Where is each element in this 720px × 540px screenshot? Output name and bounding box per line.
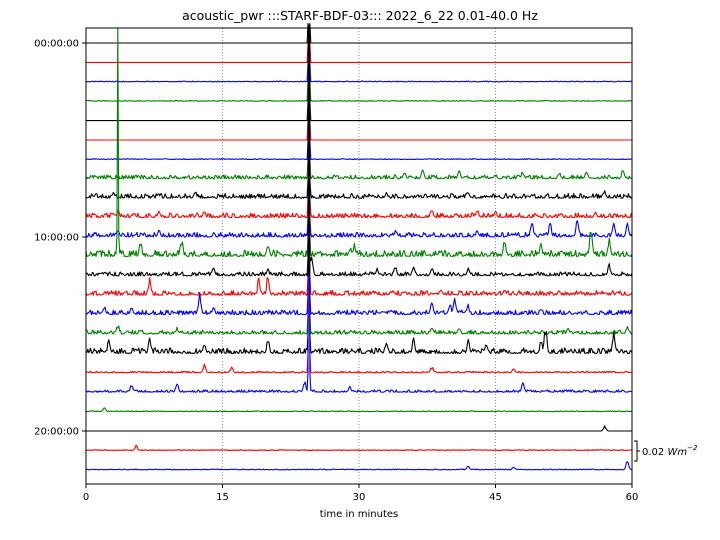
scale-bar-value: 0.02 bbox=[642, 447, 664, 458]
trace-hour-14 bbox=[85, 27, 633, 316]
x-axis-label: time in minutes bbox=[320, 509, 399, 520]
trace-hour-2 bbox=[86, 27, 633, 83]
traces-layer bbox=[85, 23, 633, 471]
trace-hour-8 bbox=[85, 27, 633, 199]
scale-bar-exponent: −2 bbox=[687, 444, 698, 452]
trace-hour-5 bbox=[86, 27, 632, 141]
scale-bar: 0.02 Wm−2 bbox=[634, 440, 698, 462]
trace-hour-15 bbox=[85, 27, 633, 335]
trace-hour-16 bbox=[85, 27, 633, 354]
trace-hour-19 bbox=[85, 407, 633, 413]
trace-hour-21 bbox=[85, 444, 633, 451]
x-tick-label: 15 bbox=[216, 492, 229, 503]
trace-hour-1 bbox=[86, 27, 632, 63]
trace-hour-10 bbox=[85, 27, 633, 238]
trace-hour-11 bbox=[85, 27, 633, 257]
trace-hour-17 bbox=[85, 27, 633, 374]
y-tick-label: 20:00:00 bbox=[34, 427, 79, 438]
x-tick-label: 30 bbox=[353, 492, 366, 503]
y-tick-label: 10:00:00 bbox=[34, 233, 79, 244]
chart-title: acoustic_pwr :::STARF-BDF-03::: 2022_6_2… bbox=[182, 8, 538, 23]
trace-hour-18 bbox=[85, 27, 632, 393]
y-tick-label: 00:00:00 bbox=[34, 39, 79, 50]
trace-hour-9 bbox=[85, 27, 633, 219]
x-tick-label: 0 bbox=[83, 492, 89, 503]
scale-bar-label: 0.02 Wm−2 bbox=[642, 444, 698, 458]
trace-hour-13 bbox=[85, 27, 633, 296]
trace-hour-20 bbox=[86, 425, 632, 432]
trace-hour-3 bbox=[85, 27, 632, 102]
trace-hour-6 bbox=[85, 27, 633, 160]
scale-bar-unit: Wm bbox=[667, 447, 687, 458]
trace-hour-4 bbox=[86, 27, 632, 122]
x-tick-label: 60 bbox=[626, 492, 639, 503]
x-tick-label: 45 bbox=[489, 492, 502, 503]
trace-hour-12 bbox=[85, 27, 633, 277]
trace-hour-22 bbox=[85, 461, 633, 471]
axis-layer: 0 15 30 45 60 00:00:00 10:00:00 20:00:00 bbox=[34, 39, 638, 504]
trace-hour-0 bbox=[86, 23, 632, 44]
trace-hour-7 bbox=[85, 27, 633, 180]
scale-bar-bracket bbox=[634, 440, 640, 462]
